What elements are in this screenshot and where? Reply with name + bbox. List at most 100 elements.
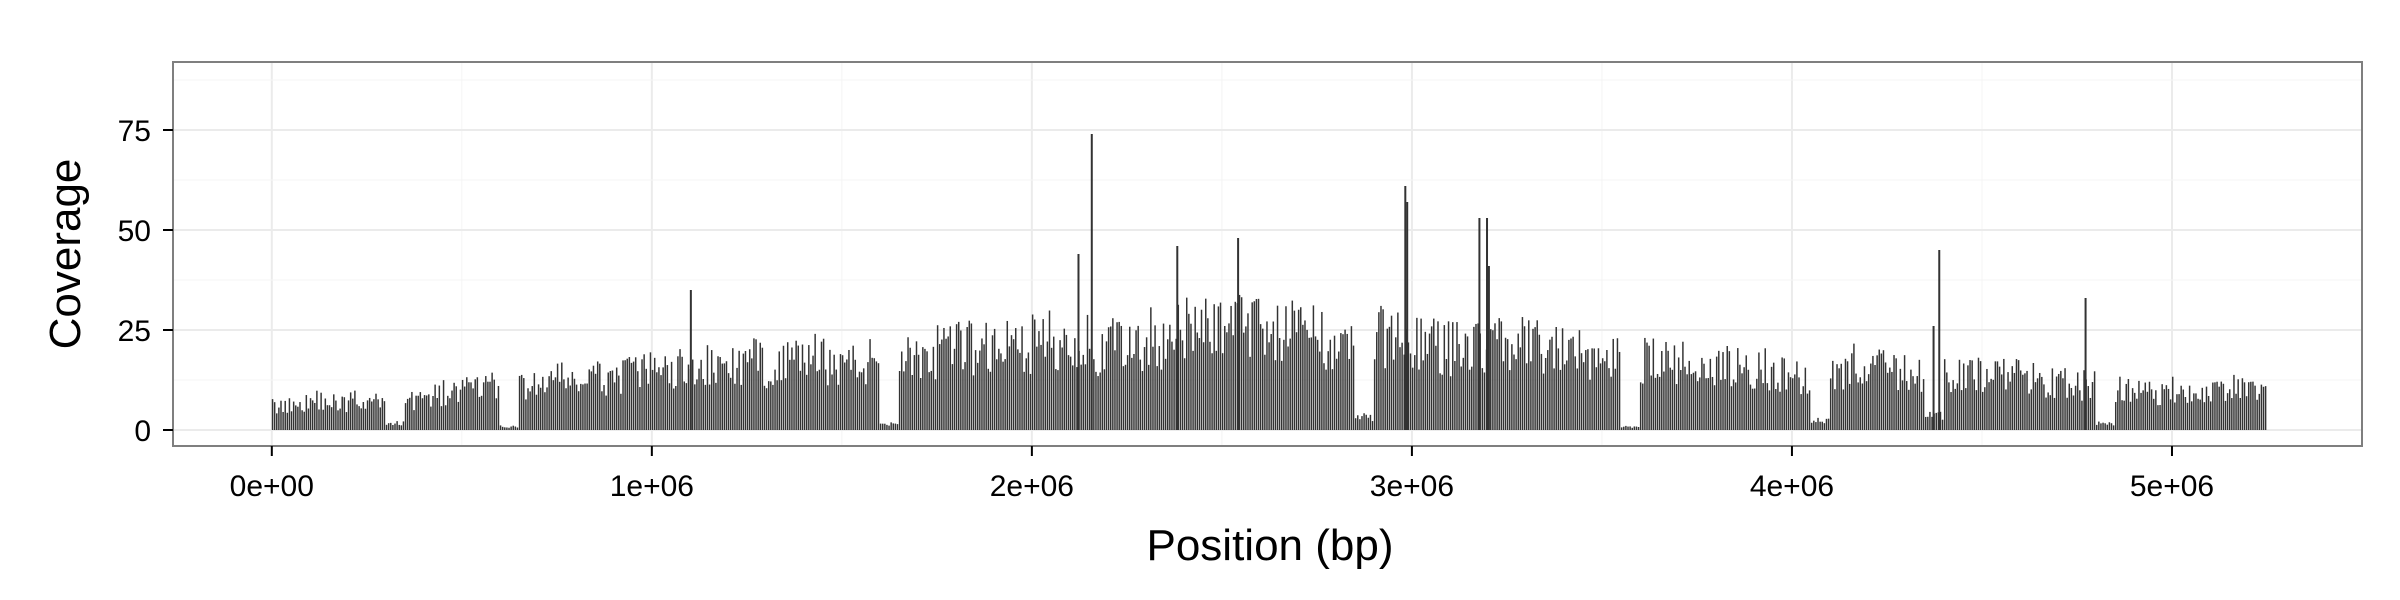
coverage-bar-segment (474, 379, 476, 430)
coverage-bar-segment (1264, 354, 1266, 430)
coverage-bar-segment (1278, 338, 1281, 430)
coverage-bar-segment (1498, 318, 1500, 430)
coverage-bar-segment (1787, 372, 1790, 430)
coverage-bar-segment (651, 369, 654, 430)
coverage-bar-segment (909, 347, 911, 430)
coverage-bar-segment (881, 423, 884, 430)
coverage-bar-segment (966, 327, 968, 430)
coverage-bar-segment (708, 384, 711, 430)
coverage-bar-segment (1950, 392, 1952, 430)
coverage-bar-segment (877, 363, 880, 430)
coverage-bar (1601, 338, 1621, 430)
coverage-bar-segment (677, 356, 679, 430)
coverage-spike (1237, 238, 1240, 430)
coverage-bar-segment (1737, 348, 1739, 430)
coverage-bar-segment (2062, 378, 2064, 430)
coverage-bar-segment (1471, 366, 1473, 430)
x-axis-title: Position (bp) (1146, 521, 1393, 570)
coverage-bar (2133, 380, 2153, 430)
coverage-bar-segment (1302, 324, 1304, 430)
coverage-bar-segment (586, 383, 588, 430)
coverage-bar-segment (1635, 426, 1638, 430)
coverage-bar-segment (455, 386, 457, 430)
coverage-bar-segment (1040, 344, 1042, 430)
coverage-bar-segment (2254, 385, 2256, 430)
coverage-bar-segment (2106, 424, 2109, 430)
coverage-bar-segment (301, 410, 303, 430)
coverage-bar-segment (1612, 338, 1614, 430)
coverage-bar-segment (1549, 339, 1551, 430)
coverage-bar-segment (1901, 380, 1904, 430)
coverage-bar (1259, 305, 1279, 430)
coverage-bar-segment (2195, 393, 2197, 430)
coverage-bar-segment (1253, 301, 1256, 430)
coverage-bar-segment (1840, 363, 1842, 430)
coverage-bar-segment (1188, 313, 1190, 430)
coverage-bar-segment (506, 427, 508, 430)
coverage-bar-segment (628, 357, 631, 430)
coverage-bar-segment (1688, 360, 1690, 430)
coverage-bar-segment (1464, 333, 1467, 430)
coverage-bar-segment (1730, 386, 1733, 430)
coverage-bar-segment (387, 423, 390, 430)
coverage-bar-segment (2220, 381, 2223, 430)
coverage-bar-segment (531, 386, 533, 430)
coverage-bar-segment (1939, 411, 1942, 430)
coverage-bar-segment (1023, 371, 1025, 430)
coverage-bar-segment (1300, 307, 1302, 430)
coverage-bar-segment (345, 412, 348, 430)
coverage-bar-segment (922, 347, 924, 430)
x-tick-label: 5e+06 (2130, 470, 2214, 503)
coverage-bar-segment (1981, 391, 1984, 430)
coverage-bar-segment (1813, 420, 1815, 430)
coverage-bar-segment (962, 369, 964, 430)
coverage-bar-segment (491, 372, 493, 430)
coverage-bar-segment (1789, 377, 1792, 430)
coverage-bar-segment (2142, 390, 2144, 430)
coverage-bar-segment (723, 363, 726, 430)
coverage-bar-segment (2055, 376, 2058, 430)
coverage-bar-segment (2226, 393, 2229, 430)
coverage-bar-segment (1120, 325, 1123, 430)
coverage-bar-segment (1867, 374, 1870, 430)
coverage-bar-segment (2013, 372, 2016, 430)
coverage-bar-segment (740, 384, 742, 430)
coverage-bar-segment (647, 383, 650, 430)
coverage-bar-segment (1500, 321, 1503, 430)
coverage-bar-segment (1371, 421, 1374, 430)
coverage-bar-segment (409, 397, 411, 430)
coverage-bar-segment (932, 346, 935, 430)
coverage-bar-segment (664, 356, 666, 430)
coverage-bar-segment (360, 408, 362, 430)
coverage-bar (480, 372, 500, 430)
coverage-bar-segment (1701, 357, 1703, 430)
coverage-bar-segment (468, 382, 470, 430)
coverage-bar-segment (1781, 357, 1783, 430)
coverage-bar-segment (1667, 350, 1669, 430)
coverage-bar-segment (1682, 341, 1684, 430)
coverage-bar-segment (1010, 335, 1013, 430)
coverage-bar-segment (1342, 334, 1344, 430)
coverage-bar-segment (1321, 311, 1323, 430)
coverage-bar-segment (1112, 318, 1114, 430)
coverage-bar-segment (1756, 378, 1758, 430)
coverage-bar-segment (888, 425, 890, 430)
coverage-bar-segment (447, 395, 449, 430)
coverage-bar-segment (2174, 402, 2176, 430)
x-tick-label: 4e+06 (1750, 470, 1834, 503)
coverage-bar-segment (1848, 383, 1851, 430)
coverage-bar-segment (419, 392, 422, 430)
coverage-bar (442, 380, 462, 430)
coverage-bar-segment (1855, 373, 1857, 430)
coverage-bar-segment (744, 350, 747, 430)
coverage-bar-segment (1135, 330, 1137, 430)
coverage-bar-segment (1086, 314, 1089, 430)
coverage-bar-segment (1561, 328, 1564, 430)
coverage-bar-segment (1088, 348, 1091, 430)
coverage-bar-segment (535, 394, 538, 430)
coverage-bar (1962, 357, 1982, 430)
coverage-bar-segment (2043, 384, 2045, 430)
coverage-bar (2095, 421, 2115, 430)
coverage-bar-segment (1428, 333, 1431, 430)
coverage-bar-segment (385, 424, 388, 430)
